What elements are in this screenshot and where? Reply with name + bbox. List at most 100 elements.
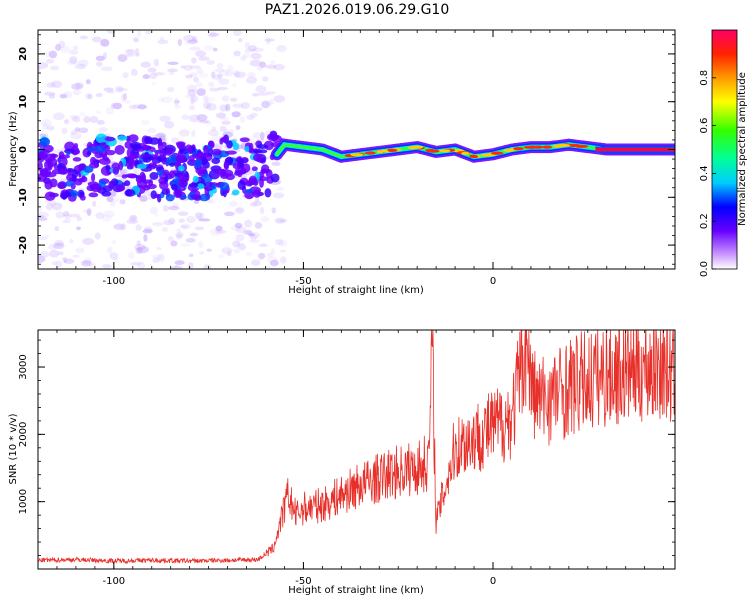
spectrogram-blob — [195, 82, 203, 88]
spectrogram-blob — [192, 36, 198, 42]
spectrogram-blob — [186, 84, 198, 93]
spectrogram-blob — [61, 157, 68, 167]
spectrogram-blob — [209, 87, 220, 92]
spectrogram-blob — [218, 78, 230, 85]
spectrogram-blob — [271, 207, 277, 214]
spectrogram-blob — [259, 206, 265, 215]
spectrogram-blob — [256, 144, 269, 149]
spectrogram-blob — [83, 165, 94, 173]
spectrogram-blob — [128, 104, 138, 110]
colorbar-label: Normalized spectral amplitude — [737, 72, 748, 226]
spectrogram-blob — [62, 213, 73, 219]
spectrogram-blob — [63, 210, 70, 217]
spectrogram-blob — [146, 127, 157, 134]
spectrogram-blob — [120, 94, 125, 102]
spectrogram-blob — [105, 149, 116, 156]
spectrogram-blob — [74, 127, 80, 133]
spectrogram-blob — [49, 249, 60, 258]
spectrogram-blob — [212, 144, 222, 151]
spectrogram-blob — [251, 166, 258, 172]
spectrogram-blob — [254, 112, 259, 117]
spectrogram-blob — [154, 213, 159, 217]
spectrogram-blob — [145, 30, 153, 35]
spectrogram-blob — [152, 254, 162, 260]
spectrogram-blob — [44, 234, 50, 239]
spectrogram-blob — [248, 239, 260, 243]
spectrogram-blob — [244, 180, 253, 187]
spectrogram-blob — [167, 61, 179, 65]
spectrogram-blob — [194, 158, 202, 169]
spectrogram-blob — [46, 125, 55, 131]
x-tick-label: 0 — [490, 576, 496, 587]
spectrogram-blob — [260, 216, 270, 222]
spectrogram-blob — [245, 229, 252, 235]
spectrogram-blob — [253, 92, 262, 97]
spectrogram-blob — [231, 189, 240, 196]
spectrogram-blob — [215, 225, 223, 232]
spectrogram-blob — [188, 155, 195, 162]
spectrogram-blob — [148, 179, 153, 187]
spectrogram-blob — [38, 65, 41, 73]
spectrogram-blob — [267, 252, 273, 258]
spectrogram-blob — [89, 115, 99, 124]
spectrogram-blob — [63, 91, 73, 99]
spectrogram-blob — [44, 160, 53, 170]
spectrogram-blob — [245, 251, 253, 257]
spectrogram-blob — [224, 157, 234, 163]
spectrogram-blob — [203, 264, 212, 269]
spectrogram-blob — [189, 65, 202, 69]
spectrogram-blob — [244, 48, 256, 53]
spectrogram-blob — [235, 233, 245, 242]
spectrogram-blob — [225, 69, 234, 77]
spectrogram-blob — [82, 260, 92, 264]
spectrogram-blob — [254, 221, 263, 229]
spectrogram-blob — [217, 86, 229, 91]
spectrogram-blob — [205, 97, 216, 102]
spectrogram-blob — [205, 119, 212, 127]
x-tick-label: -50 — [295, 576, 311, 587]
spectrogram-blob — [152, 257, 160, 264]
spectrogram-blob — [157, 141, 164, 151]
spectrogram-hotspot — [480, 153, 493, 157]
spectrogram-blob — [251, 259, 261, 266]
spectrogram-blob — [194, 153, 207, 158]
spectrogram-blob — [276, 187, 284, 191]
spectrogram-blob — [154, 133, 167, 139]
spectrogram-blob — [232, 30, 242, 37]
spectrogram-blob — [132, 152, 138, 159]
spectrogram-blob — [206, 248, 212, 252]
spectrogram-blob — [239, 137, 250, 143]
spectrogram-blob — [163, 176, 169, 183]
spectrogram-blob — [196, 68, 204, 75]
spectrogram-blob — [69, 238, 74, 244]
spectrogram-blob — [83, 116, 91, 124]
spectrogram-blob — [180, 224, 189, 229]
spectrogram-blob — [184, 170, 189, 178]
spectrogram-blob — [234, 222, 243, 229]
spectrogram-blob — [188, 253, 194, 258]
spectrogram-blob — [168, 217, 176, 225]
spectrogram-blob — [53, 242, 65, 250]
spectrogram-blob — [167, 68, 178, 73]
spectrogram-blob — [232, 142, 240, 151]
spectrogram-blob — [161, 96, 174, 103]
spectrogram-blob — [98, 127, 108, 133]
colorbar-gradient — [711, 29, 738, 270]
spectrogram-blob — [133, 37, 139, 43]
spectrogram-hotspot — [523, 145, 537, 149]
spectrogram-blob — [161, 227, 169, 232]
spectrogram-blob — [211, 126, 217, 132]
spectrogram-blob — [219, 138, 224, 145]
spectrogram-blob — [140, 61, 151, 68]
spectrogram-blob — [130, 214, 138, 221]
spectrogram-blob — [176, 233, 183, 239]
spectrogram-blob — [53, 241, 63, 249]
spectrogram-blob — [51, 202, 63, 211]
spectrogram-blob — [83, 209, 91, 213]
y-tick-label: -10 — [18, 188, 29, 206]
spectrogram-blob — [40, 250, 50, 258]
spectrogram-blob — [101, 214, 112, 222]
colorbar: 0.0 0.2 0.4 0.6 0.8 Normalized spectral ampl… — [699, 29, 748, 277]
spectrogram-blob — [226, 140, 233, 149]
spectrogram-blob — [101, 264, 112, 269]
